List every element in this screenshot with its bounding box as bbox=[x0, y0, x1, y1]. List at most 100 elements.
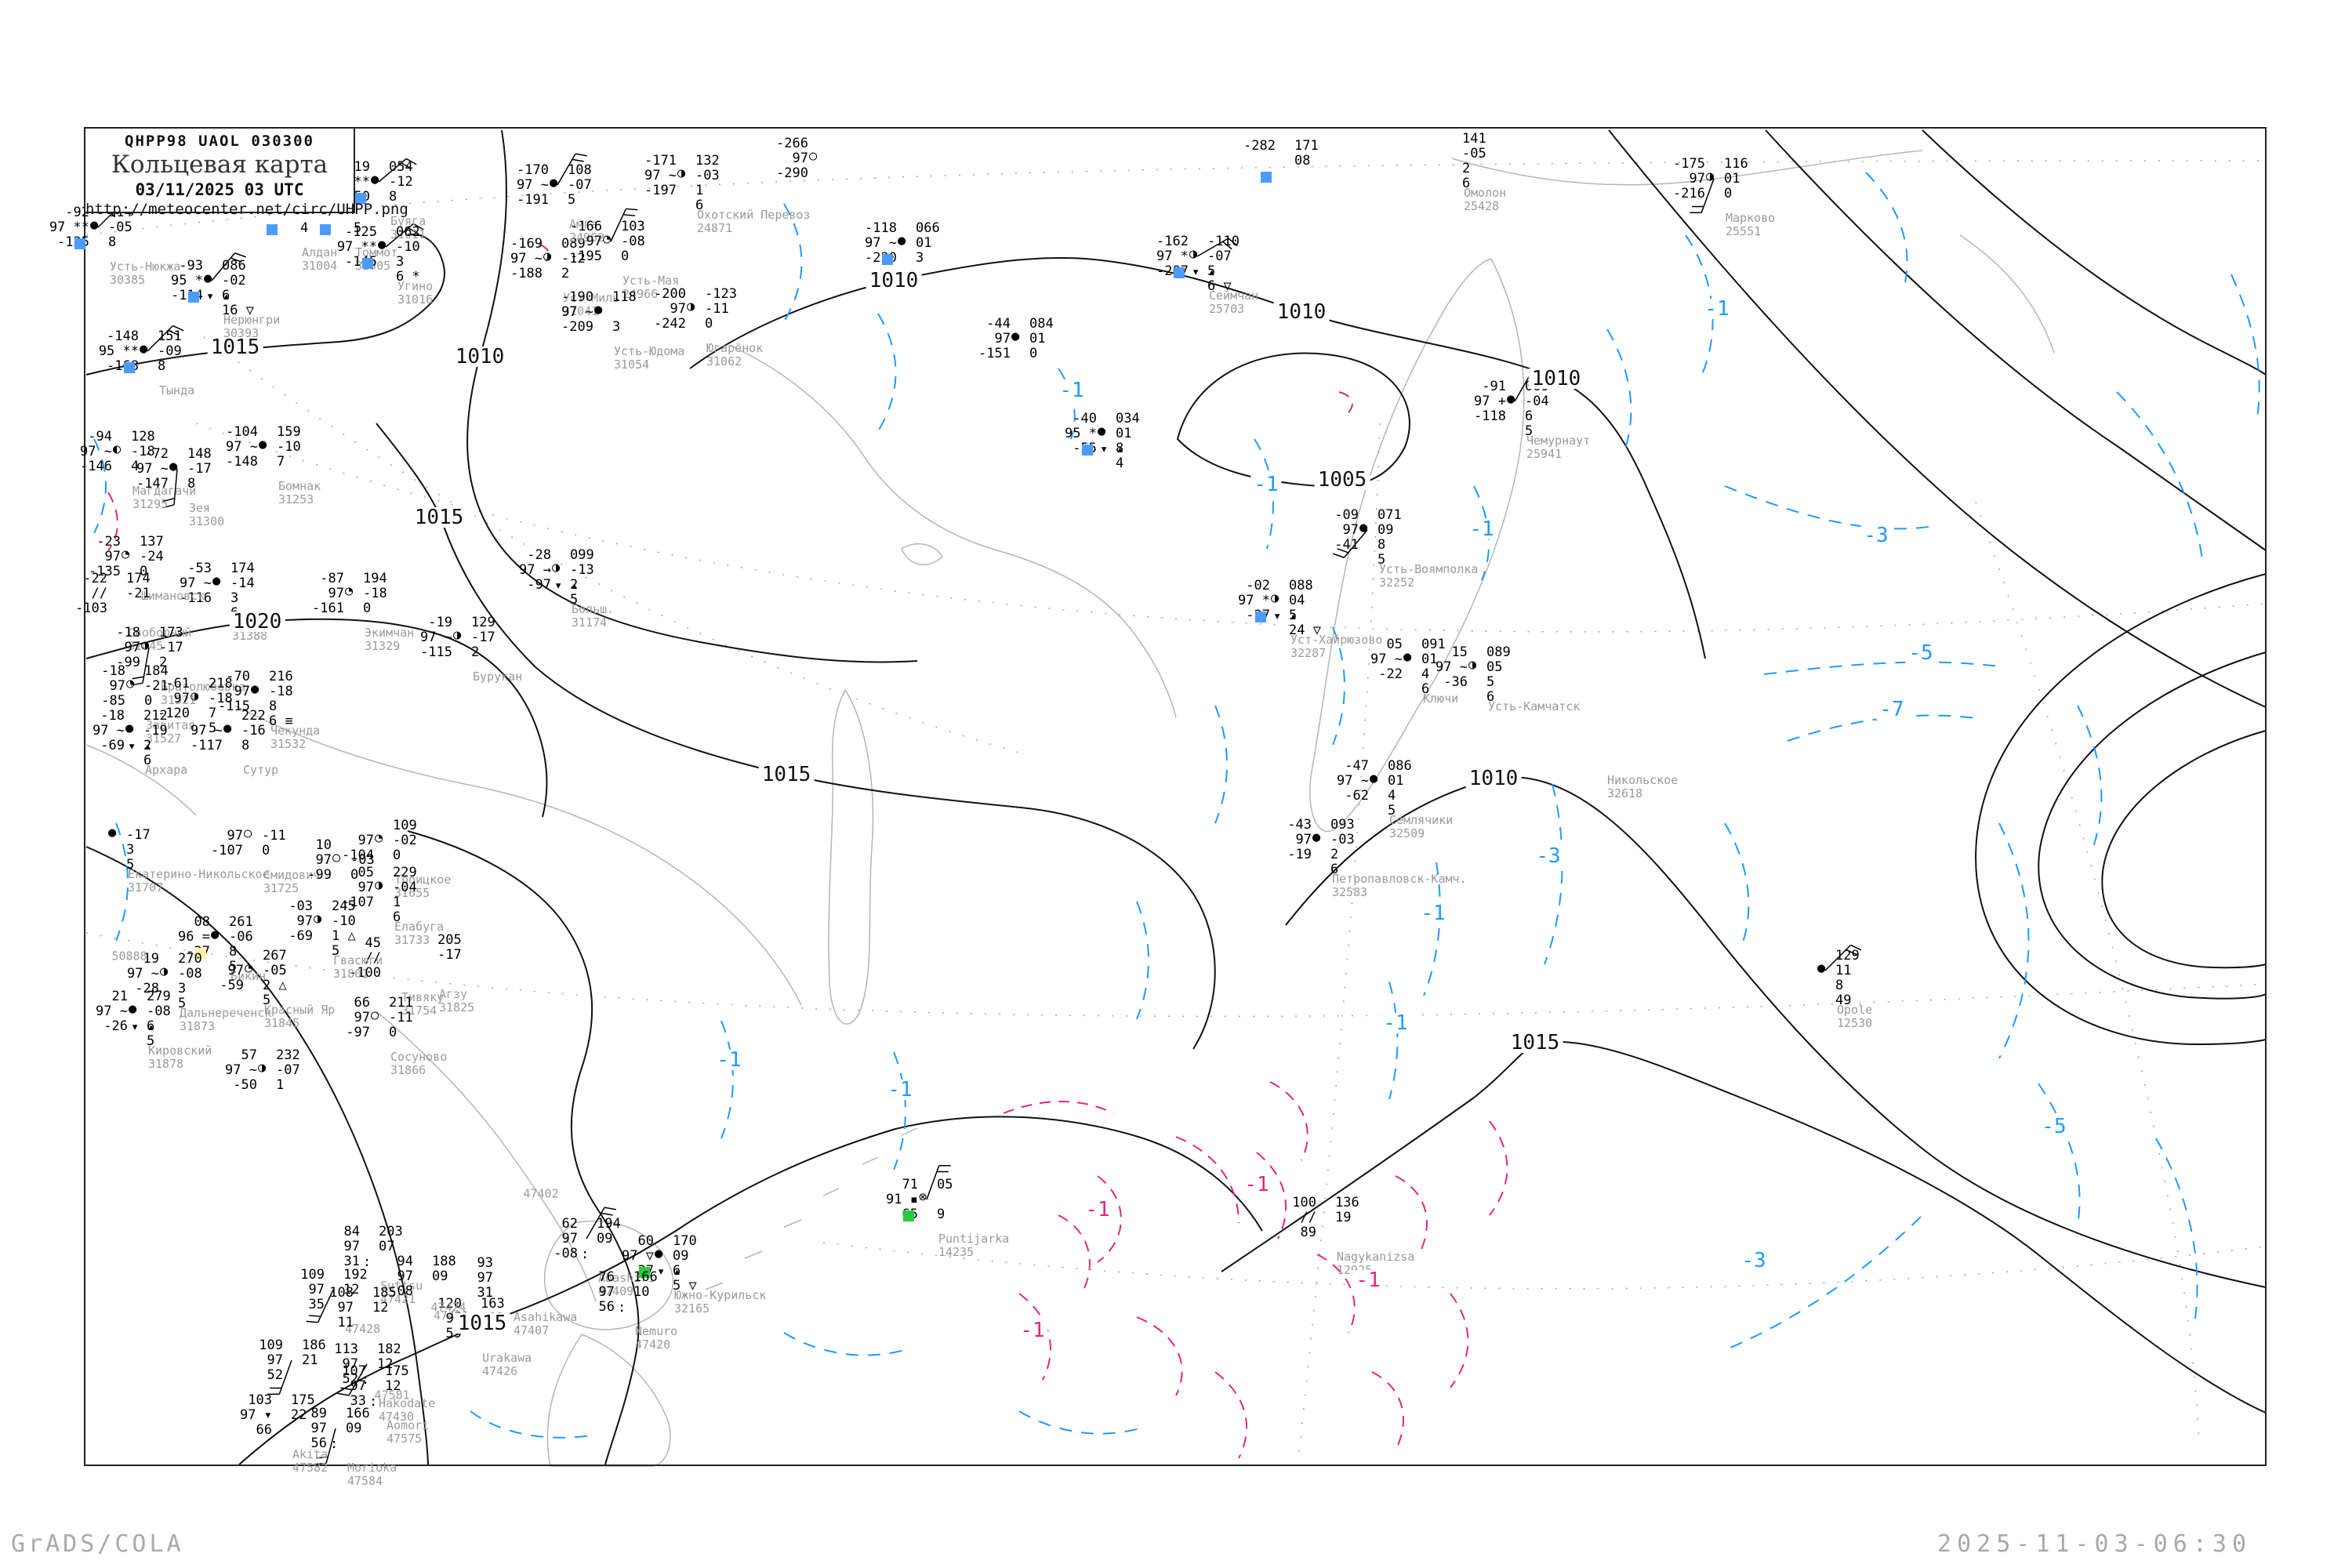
station-value: -28 bbox=[135, 981, 159, 996]
isobar-label: 1015 bbox=[758, 764, 815, 785]
station-value: 62 bbox=[561, 1216, 578, 1232]
station-value: 11 bbox=[1835, 963, 1852, 978]
cloud-cover-icon: ◑ bbox=[258, 1060, 267, 1076]
cloud-cover-icon: ● bbox=[125, 720, 134, 736]
station-value: 97 ~ bbox=[644, 168, 677, 183]
station-value: 97 bbox=[350, 1378, 366, 1394]
station-value: -07 bbox=[276, 1062, 300, 1078]
station-value: -118 bbox=[865, 220, 897, 236]
station-name: Екатерино-Никольское 31707 bbox=[128, 867, 270, 895]
station-value: -148 bbox=[107, 328, 139, 344]
station-value: 205 bbox=[437, 932, 462, 948]
station-value: 97 ~ bbox=[226, 439, 258, 455]
station-value: -03 bbox=[289, 898, 313, 914]
isobar-label: 1010 bbox=[1528, 368, 1584, 389]
station-name: Нерюнгри 30393 bbox=[223, 313, 281, 341]
station-value: 5 bbox=[354, 220, 362, 236]
green-marker-icon bbox=[903, 1210, 914, 1221]
cloud-cover-icon: ● bbox=[1403, 649, 1412, 665]
station-value: -19 bbox=[428, 615, 452, 630]
isobar-label: 1010 bbox=[1273, 302, 1330, 322]
station-value: 137 bbox=[140, 534, 164, 550]
station-value: 6 * bbox=[396, 269, 420, 285]
station-value: 9 bbox=[937, 1207, 946, 1222]
station-value: 97 bbox=[397, 1269, 413, 1284]
map-frame bbox=[84, 127, 2267, 1466]
wind-barb-icon bbox=[1690, 178, 1715, 214]
station-value: 203 bbox=[379, 1224, 403, 1240]
station-value: 97 ~ bbox=[1337, 773, 1369, 789]
station-value: 91 ▪ bbox=[886, 1192, 918, 1207]
station-value: 1 bbox=[695, 183, 704, 198]
station-value: -43 bbox=[1287, 817, 1312, 833]
station-value: -10 bbox=[396, 239, 420, 255]
station-value: 3 bbox=[126, 842, 135, 858]
isobar-label: 1010 bbox=[866, 270, 922, 291]
station-name: Бикин bbox=[230, 969, 267, 983]
station-value: -08 bbox=[147, 1004, 171, 1019]
station-value: -11 bbox=[389, 1010, 413, 1025]
station-value: 12 bbox=[372, 1300, 389, 1316]
station-value: 116 bbox=[1724, 156, 1748, 172]
station-value: 95 * bbox=[1065, 426, 1097, 441]
station-value: 270 bbox=[178, 951, 202, 967]
cloud-cover-icon: ● bbox=[1817, 960, 1826, 976]
station-value: 8 bbox=[389, 189, 397, 205]
station-name: Зея 31300 bbox=[189, 501, 225, 529]
station-value: -10 bbox=[332, 913, 356, 929]
cloud-cover-icon: ◑ bbox=[160, 964, 169, 979]
station-value: 4 bbox=[131, 459, 140, 474]
station-value: 163 bbox=[481, 1296, 505, 1312]
magenta-contour-label: -1 bbox=[1352, 1270, 1384, 1290]
station-value: 97 ▽ bbox=[622, 1248, 654, 1264]
station-name: Akita 47582 bbox=[292, 1447, 328, 1475]
station-value: 21 bbox=[111, 989, 128, 1004]
station-value: 5 bbox=[147, 1033, 155, 1049]
station-value: 21 bbox=[302, 1352, 318, 1368]
station-value: -115 bbox=[218, 699, 250, 714]
station-value: 31 bbox=[477, 1285, 493, 1301]
station-value: 188 bbox=[432, 1254, 456, 1269]
station-name: Никольское 32618 bbox=[1607, 773, 1679, 801]
station-value: -97 bbox=[527, 577, 551, 593]
station-name: Opole 12530 bbox=[1837, 1003, 1873, 1031]
weather-symbol-icon: ▾ ▴ bbox=[206, 289, 230, 304]
cloud-cover-icon: ◐ bbox=[113, 441, 122, 457]
station-value: -117 bbox=[191, 738, 223, 753]
station-value: 100 bbox=[1292, 1195, 1316, 1210]
isobar-label: 1020 bbox=[229, 612, 285, 632]
station-value: -21 bbox=[126, 586, 151, 601]
station-name: Дальнереченск 31873 bbox=[180, 1006, 272, 1034]
station-value: -44 bbox=[986, 316, 1011, 332]
station-value: 2 bbox=[570, 577, 579, 593]
cloud-cover-icon: ● bbox=[212, 573, 221, 589]
station-value: -146 bbox=[80, 459, 112, 474]
magenta-contour-layer bbox=[107, 244, 1508, 1459]
station-name: Чекунда 31532 bbox=[270, 724, 321, 752]
station-name: Семлячики 32509 bbox=[1389, 813, 1454, 841]
station-value: -170 bbox=[517, 162, 549, 178]
station-value: 5 bbox=[332, 943, 340, 959]
station-value: 97 bbox=[173, 691, 190, 706]
magenta-contour-label: -1 bbox=[1082, 1200, 1113, 1220]
blue-contour-label: -1 bbox=[1250, 474, 1282, 495]
station-value: -12 bbox=[389, 174, 413, 190]
station-value: -04 bbox=[1525, 394, 1549, 409]
station-value: 0 bbox=[389, 1025, 397, 1040]
station-value: 136 bbox=[1335, 1195, 1359, 1210]
station-value: 245 bbox=[332, 898, 356, 914]
station-value: -161 bbox=[312, 601, 344, 616]
station-value: 05 bbox=[358, 865, 374, 880]
station-value: 4 bbox=[1421, 666, 1430, 682]
station-name: Уст-Миль 31041 bbox=[563, 291, 620, 319]
station-name: Уст-Хайрюзово 32287 bbox=[1290, 633, 1383, 661]
station-value: 24 ▽ bbox=[1289, 622, 1321, 638]
station-value: -103 bbox=[75, 601, 107, 616]
station-value: -18 bbox=[116, 625, 140, 641]
station-value: 099 bbox=[570, 547, 594, 563]
station-value: 2 bbox=[1462, 161, 1471, 176]
station-name: Тында bbox=[159, 383, 195, 397]
station-name: Усть-Воямполка 32252 bbox=[1379, 562, 1479, 590]
wind-barb-icon bbox=[586, 1207, 616, 1240]
